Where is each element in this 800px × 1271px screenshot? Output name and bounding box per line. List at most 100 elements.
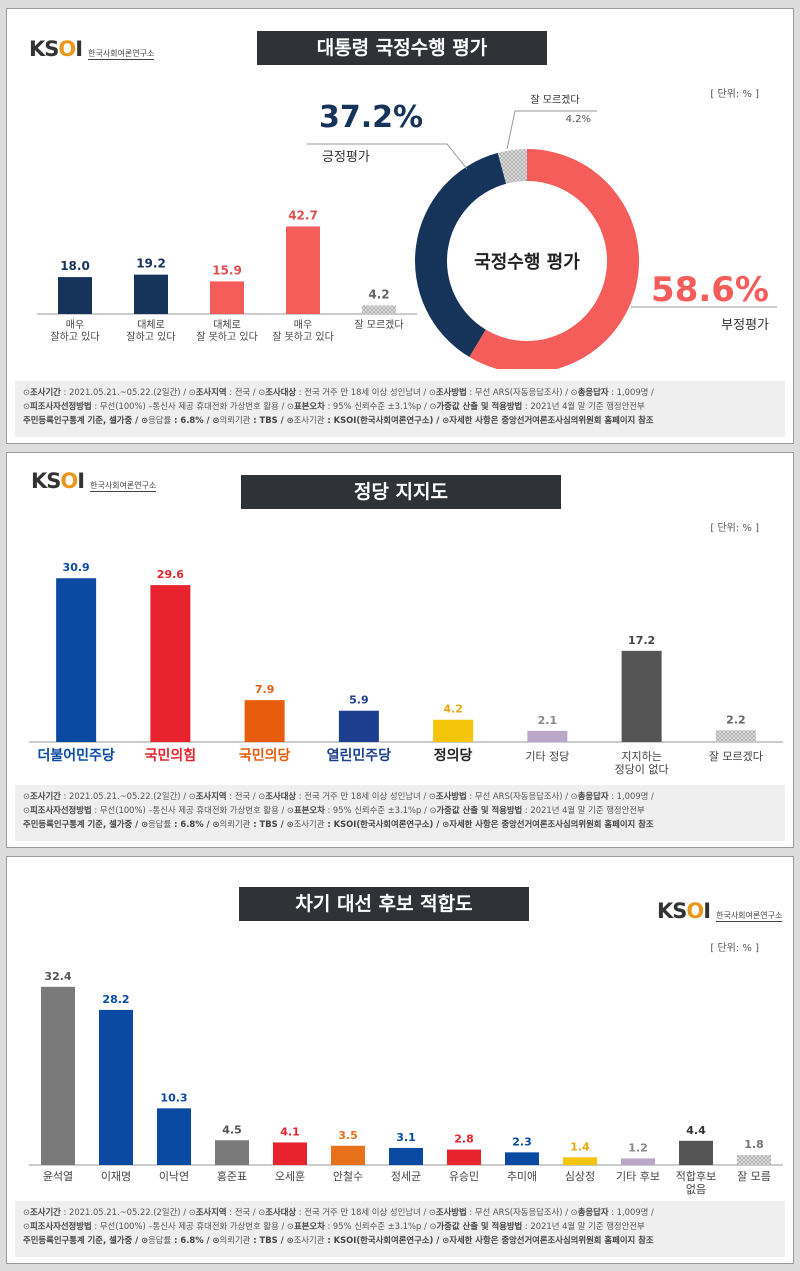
data-label: 19.2 (136, 257, 166, 271)
negative-percent: 58.6% (651, 270, 769, 310)
category-label: 매우 잘하고 있다 (50, 319, 99, 343)
category-label: 열린민주당 (327, 747, 392, 764)
bar (244, 700, 285, 742)
footnote-line: 주민등록인구통계 기준, 셀가중 / ⊙응답률 : 6.8% / ⊙의뢰기관 :… (23, 818, 654, 829)
category-label: 유승민 (449, 1170, 479, 1183)
category-label: 잘 모르겠다 (709, 750, 763, 763)
category-label: 기타 정당 (525, 750, 569, 763)
bar (447, 1149, 481, 1165)
category-label: 윤석열 (43, 1170, 73, 1183)
data-label: 2.8 (454, 1133, 474, 1146)
data-label: 29.6 (157, 568, 184, 581)
unit-label: [ 단위: % ] (710, 943, 759, 954)
category-label: 잘 모르겠다 (354, 319, 403, 331)
bar (505, 1152, 539, 1165)
party-chart: 30.9 더불어민주당 29.6 국민의힘 7.9 국민의당 5.9 열린민주당 4.2 정의당 2… (29, 561, 783, 776)
logo-mark: KSOI (657, 899, 711, 923)
data-label: 1.8 (744, 1138, 764, 1151)
bar (362, 305, 396, 314)
panel-president-approval: KSOI 한국사회여론연구소 대통령 국정수행 평가 [ 단위: % ] 18.… (6, 8, 794, 444)
footnote-line: ⊙조사기간 : 2021.05.21.~05.22.(2일간) / ⊙조사지역 … (23, 791, 654, 801)
data-label: 4.1 (280, 1125, 300, 1138)
bar (150, 585, 191, 742)
data-label: 4.4 (686, 1124, 706, 1137)
panel-candidate-fitness: 차기 대선 후보 적합도 KSOI 한국사회여론연구소 [ 단위: % ] 32… (6, 856, 794, 1264)
panel-party-support: KSOI 한국사회여론연구소 정당 지지도 [ 단위: % ] 30.9 더불어민… (6, 452, 794, 848)
category-label: 매우 잘 못하고 있다 (272, 319, 334, 343)
data-label: 30.9 (63, 561, 90, 574)
bar (433, 719, 474, 742)
positive-percent: 37.2% (319, 100, 423, 135)
category-label: 추미애 (507, 1170, 537, 1183)
data-label: 1.4 (570, 1140, 590, 1153)
unit-label: [ 단위: % ] (710, 523, 759, 534)
donut-slice-positive (414, 152, 507, 358)
category-label: 오세훈 (275, 1170, 305, 1183)
data-label: 4.2 (368, 287, 389, 301)
category-label: 이재명 (101, 1170, 131, 1183)
ksoi-logo: KSOI 한국사회여론연구소 (31, 469, 157, 493)
logo-subtitle: 한국사회여론연구소 (716, 911, 783, 922)
bar (737, 1155, 771, 1165)
footnote-line: 주민등록인구통계 기준, 셀가중 / ⊙응답률 : 6.8% / ⊙의뢰기관 :… (23, 1234, 654, 1245)
data-label: 17.2 (628, 634, 655, 647)
approval-chart: 18.0 매우 잘하고 있다 19.2 대체로 잘하고 있다 15.9 대체로 잘 못하고 있다… (37, 94, 777, 369)
bar (215, 1140, 249, 1165)
category-label: 대체로 잘하고 있다 (126, 319, 175, 343)
chart-title: 대통령 국정수행 평가 (257, 31, 547, 65)
data-label: 2.1 (538, 714, 558, 727)
unknown-label: 잘 모르겠다 (530, 94, 579, 106)
bar (621, 1158, 655, 1165)
ksoi-logo: KSOI 한국사회여론연구소 (657, 899, 783, 923)
ksoi-logo: KSOI 한국사회여론연구소 (29, 37, 155, 61)
bar (389, 1147, 423, 1165)
bar (273, 1142, 307, 1165)
category-label: 기타 후보 (616, 1170, 660, 1183)
data-label: 5.9 (349, 694, 369, 707)
positive-label: 긍정평가 (322, 150, 370, 165)
bar (527, 730, 568, 742)
footnote-line: ⊙조사기간 : 2021.05.21.~05.22.(2일간) / ⊙조사지역 … (23, 1207, 654, 1217)
positive-leader-line (307, 143, 468, 170)
category-label: 심상정 (565, 1170, 595, 1183)
logo-subtitle: 한국사회여론연구소 (88, 49, 155, 60)
survey-footnote: ⊙조사기간 : 2021.05.21.~05.22.(2일간) / ⊙조사지역 … (15, 381, 785, 437)
negative-label: 부정평가 (721, 318, 769, 333)
chart-title: 차기 대선 후보 적합도 (239, 887, 529, 921)
logo-subtitle: 한국사회여론연구소 (90, 481, 157, 492)
footnote-line: ⊙피조사자선정방법 : 무선(100%) –통신사 제공 휴대전화 가상번호 활… (23, 1220, 645, 1231)
bar (338, 710, 379, 742)
chart-title: 정당 지지도 (241, 475, 561, 509)
bar (99, 1009, 133, 1165)
category-label: 정의당 (434, 747, 473, 764)
data-label: 4.5 (222, 1123, 242, 1136)
donut-center-label: 국정수행 평가 (474, 252, 580, 273)
unknown-leader-line (506, 110, 597, 150)
candidate-chart: 32.4 윤석열 28.2 이재명 10.3 이낙연 4.5 홍준표 4.1 오세훈 3.5 안철수 3… (29, 970, 783, 1196)
bar (715, 730, 756, 742)
bar (331, 1145, 365, 1165)
data-label: 4.2 (443, 703, 463, 716)
category-label: 대체로 잘 못하고 있다 (196, 319, 258, 343)
unknown-percent: 4.2% (566, 114, 591, 125)
bar (56, 578, 97, 742)
footnote-line: 주민등록인구통계 기준, 셀가중 / ⊙응답률 : 6.8% / ⊙의뢰기관 :… (23, 414, 654, 425)
bar (286, 226, 320, 314)
bar (134, 274, 168, 314)
logo-mark: KSOI (29, 37, 83, 61)
footnote-line: ⊙피조사자선정방법 : 무선(100%) –통신사 제공 휴대전화 가상번호 활… (23, 804, 645, 815)
donut-slice-unknown (497, 149, 527, 184)
data-label: 28.2 (102, 993, 129, 1006)
bar (58, 277, 92, 314)
data-label: 3.5 (338, 1129, 358, 1142)
data-label: 10.3 (160, 1091, 187, 1104)
data-label: 2.2 (726, 713, 746, 726)
footnote-line: ⊙피조사자선정방법 : 무선(100%) –통신사 제공 휴대전화 가상번호 활… (23, 400, 645, 411)
bar (41, 986, 75, 1165)
category-label: 홍준표 (217, 1169, 247, 1183)
category-label: 더불어민주당 (37, 747, 114, 764)
bar (157, 1108, 191, 1165)
category-label: 적합후보 없음 (676, 1170, 716, 1196)
category-label: 이낙연 (159, 1170, 189, 1183)
category-label: 안철수 (333, 1170, 363, 1183)
